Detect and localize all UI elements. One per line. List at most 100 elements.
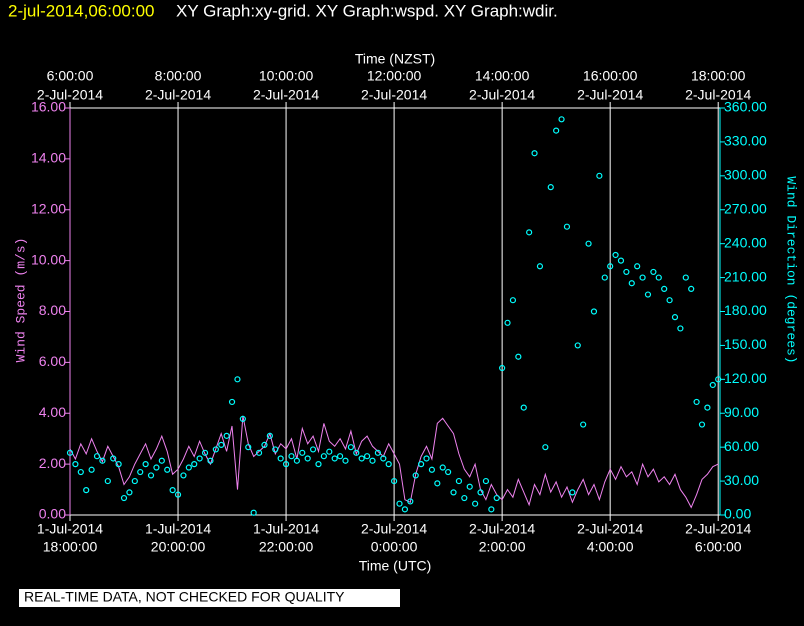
x2-tick-label: 2-Jul-2014	[361, 87, 427, 103]
y-tick-label: 8.00	[39, 302, 66, 318]
direction-point	[531, 150, 538, 157]
direction-point	[288, 453, 295, 460]
direction-point	[309, 446, 317, 453]
direction-point	[466, 483, 473, 490]
direction-point	[434, 480, 441, 487]
direction-point	[390, 477, 398, 485]
direction-point	[580, 421, 587, 428]
y-tick-label: 10.00	[31, 251, 66, 267]
y2-tick-label: 270.00	[724, 200, 767, 216]
direction-point	[407, 498, 414, 505]
y2-tick-label: 210.00	[724, 268, 767, 284]
x-tick-label: 2-Jul-2014	[685, 521, 751, 537]
direction-point	[93, 453, 101, 460]
direction-point	[445, 468, 452, 476]
direction-point	[191, 461, 198, 468]
x2-tick-label: 2-Jul-2014	[37, 87, 103, 103]
x-tick-label: 22:00:00	[259, 539, 314, 555]
x-tick-label: 18:00:00	[43, 539, 98, 555]
y2-tick-label: 0.00	[724, 506, 751, 522]
direction-point	[526, 229, 533, 236]
x2-tick-label: 2-Jul-2014	[685, 87, 751, 103]
y2-tick-label: 180.00	[724, 302, 767, 318]
x2-tick-label: 2-Jul-2014	[577, 87, 643, 103]
direction-point	[628, 280, 635, 287]
x-tick-label: 4:00:00	[587, 539, 634, 555]
y-tick-label: 4.00	[39, 404, 66, 420]
direction-point	[396, 500, 403, 507]
direction-point	[536, 263, 544, 270]
direction-point	[412, 472, 419, 479]
direction-point	[326, 448, 333, 455]
x-tick-label: 1-Jul-2014	[37, 521, 103, 537]
direction-point	[358, 455, 365, 462]
direction-point	[147, 472, 155, 479]
x-tick-label: 2-Jul-2014	[469, 521, 535, 537]
direction-point	[428, 466, 436, 473]
direction-point	[380, 455, 387, 462]
direction-point	[336, 453, 344, 460]
x2-tick-label: 16:00:00	[583, 68, 638, 84]
x-tick-label: 6:00:00	[695, 539, 742, 555]
direction-point	[715, 376, 722, 383]
direction-point	[482, 477, 490, 485]
direction-point	[612, 251, 619, 259]
direction-point	[320, 453, 327, 460]
x-tick-label: 2-Jul-2014	[577, 521, 643, 537]
direction-point	[218, 441, 225, 449]
direction-point	[72, 461, 79, 468]
x-tick-label: 2:00:00	[479, 539, 526, 555]
direction-point	[374, 449, 381, 456]
direction-point	[515, 353, 522, 360]
direction-point	[131, 477, 138, 485]
direction-point	[596, 172, 603, 179]
y-tick-label: 0.00	[39, 506, 66, 522]
x2-tick-label: 2-Jul-2014	[145, 87, 211, 103]
direction-point	[607, 263, 614, 270]
direction-point	[282, 461, 290, 468]
note-box	[19, 589, 400, 607]
direction-point	[99, 457, 106, 464]
direction-point	[299, 449, 306, 456]
y-tick-label: 6.00	[39, 353, 66, 369]
direction-point	[223, 432, 230, 439]
direction-point	[688, 285, 695, 292]
direction-point	[509, 297, 517, 304]
direction-point	[601, 274, 608, 281]
y-tick-label: 12.00	[31, 200, 66, 216]
x2-tick-label: 2-Jul-2014	[253, 87, 319, 103]
y-tick-label: 14.00	[31, 150, 66, 166]
direction-point	[455, 477, 463, 485]
y2-tick-label: 90.00	[724, 404, 759, 420]
y2-tick-label: 330.00	[724, 133, 767, 149]
direction-point	[353, 449, 360, 456]
direction-point	[704, 404, 711, 411]
x2-tick-label: 14:00:00	[475, 68, 530, 84]
x2-tick-label: 2-Jul-2014	[469, 87, 535, 103]
direction-point	[77, 468, 84, 476]
direction-point	[266, 432, 273, 439]
direction-point	[693, 398, 700, 406]
direction-point	[137, 468, 144, 476]
direction-point	[563, 223, 571, 230]
direction-point	[477, 489, 484, 496]
direction-point	[423, 455, 430, 462]
direction-point	[639, 274, 646, 281]
direction-point	[623, 268, 630, 276]
direction-point	[83, 487, 90, 494]
direction-point	[698, 421, 706, 428]
direction-point	[342, 457, 349, 464]
direction-point	[520, 404, 527, 411]
direction-point	[472, 500, 479, 507]
direction-point	[655, 274, 662, 281]
direction-point	[671, 314, 679, 321]
direction-point	[558, 116, 565, 123]
direction-point	[212, 446, 219, 453]
direction-point	[574, 342, 581, 349]
direction-point	[228, 398, 236, 406]
direction-point	[347, 444, 354, 451]
direction-point	[158, 457, 165, 464]
direction-point	[239, 415, 246, 423]
direction-point	[245, 444, 252, 451]
